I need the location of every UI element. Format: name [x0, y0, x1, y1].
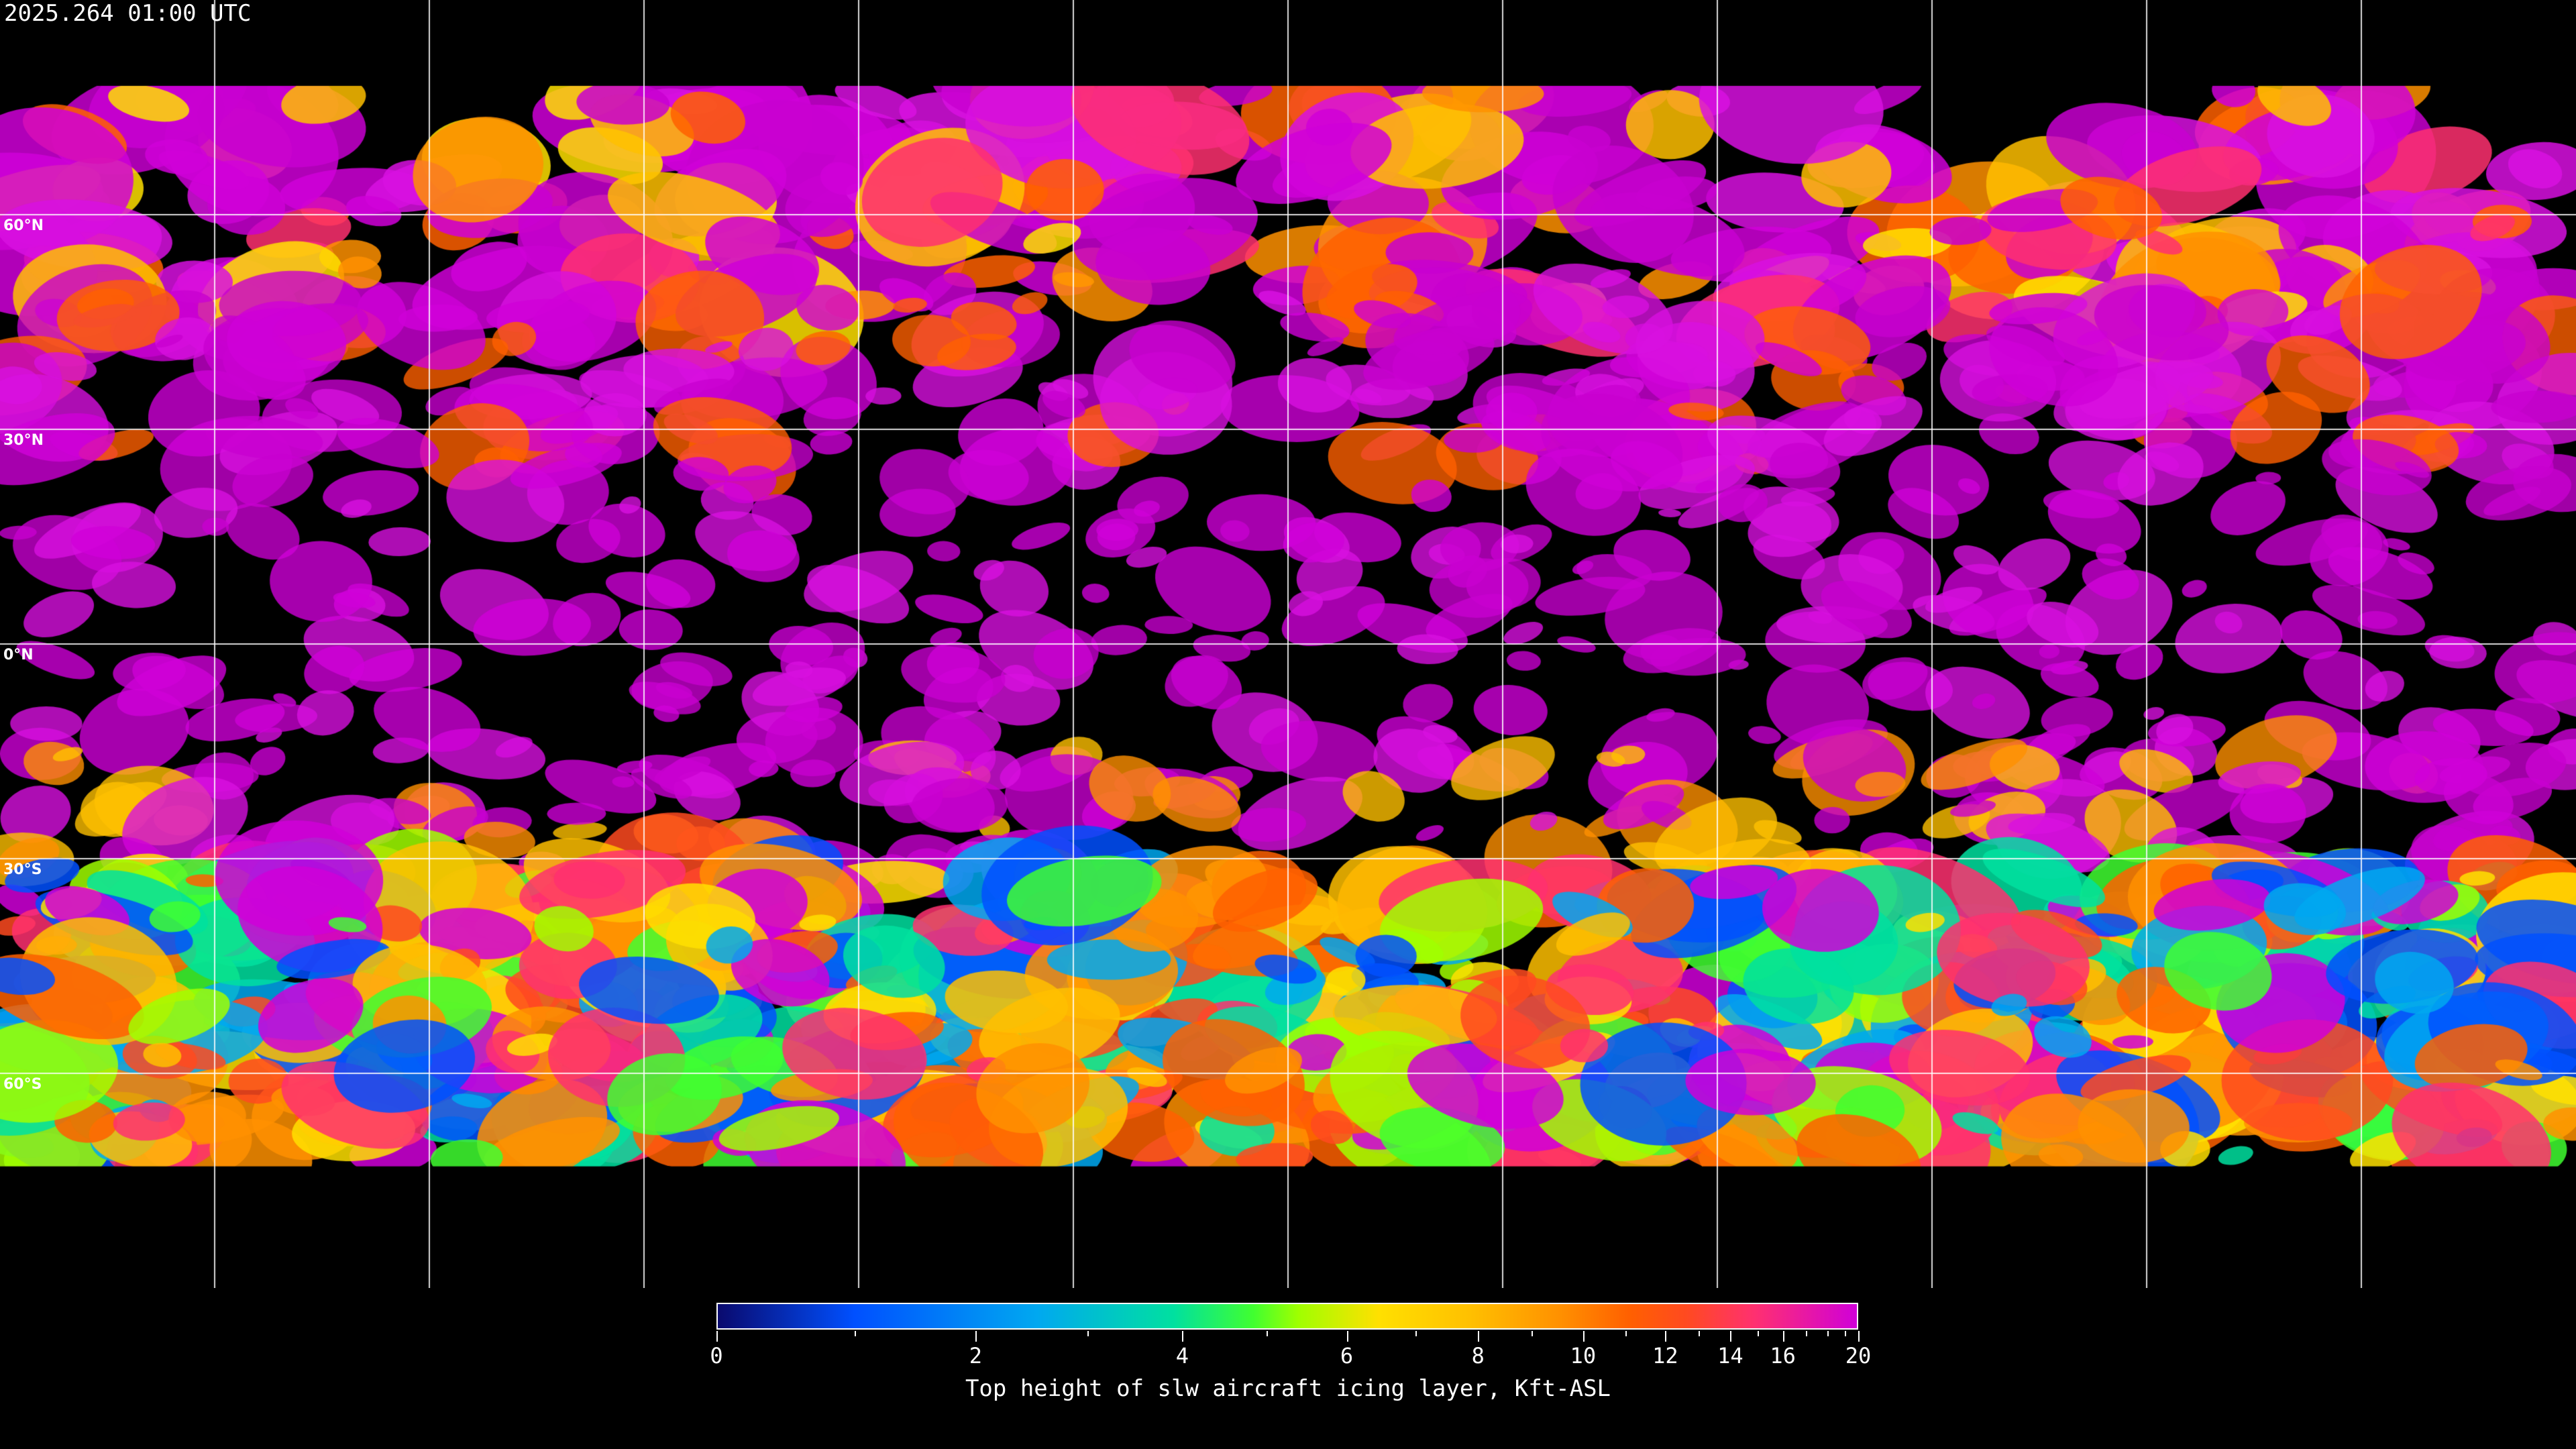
colorbar-minor-tick: [1698, 1331, 1700, 1336]
tick-label-4: 4: [1175, 1343, 1189, 1368]
tick-label-16: 16: [1770, 1343, 1796, 1368]
colorbar-major-tick: [1730, 1331, 1732, 1342]
colorbar-major-tick: [1665, 1331, 1667, 1342]
colorbar: [716, 1303, 1858, 1330]
colorbar-minor-tick: [1827, 1331, 1829, 1336]
colorbar-major-tick: [1582, 1331, 1585, 1342]
colorbar-minor-tick: [1267, 1331, 1269, 1336]
icing-height-map: [0, 0, 2576, 1288]
colorbar-minor-tick: [1844, 1331, 1846, 1336]
lat-label-60s: 60°S: [3, 1076, 42, 1093]
tick-label-10: 10: [1570, 1343, 1597, 1368]
colorbar-minor-tick: [854, 1331, 856, 1336]
colorbar-ticks: 0 2 4 6 8 10 12 14 16 20: [710, 1331, 1871, 1371]
colorbar-minor-tick: [1625, 1331, 1627, 1336]
colorbar-major-tick: [1478, 1331, 1480, 1342]
colorbar-minor-tick: [1532, 1331, 1534, 1336]
colorbar-major-tick: [716, 1331, 718, 1342]
colorbar-major-tick: [975, 1331, 977, 1342]
colorbar-major-tick: [1182, 1331, 1184, 1342]
tick-label-12: 12: [1652, 1343, 1678, 1368]
lat-label-60n: 60°N: [3, 217, 44, 234]
colorbar-minor-tick: [1415, 1331, 1417, 1336]
tick-label-0: 0: [710, 1343, 723, 1368]
tick-label-20: 20: [1845, 1343, 1872, 1368]
colorbar-minor-tick: [1805, 1331, 1807, 1336]
lat-label-0: 0°N: [3, 647, 34, 663]
colorbar-major-tick: [1858, 1331, 1860, 1342]
colorbar-minor-tick: [1087, 1331, 1089, 1336]
colorbar-major-tick: [1782, 1331, 1784, 1342]
tick-label-8: 8: [1471, 1343, 1485, 1368]
lat-label-30n: 30°N: [3, 432, 44, 449]
tick-label-14: 14: [1717, 1343, 1743, 1368]
colorbar-minor-tick: [1758, 1331, 1760, 1336]
timestamp-title: 2025.264 01:00 UTC: [4, 0, 252, 27]
tick-label-2: 2: [969, 1343, 982, 1368]
lat-label-30s: 30°S: [3, 861, 42, 878]
tick-label-6: 6: [1340, 1343, 1354, 1368]
colorbar-major-tick: [1346, 1331, 1348, 1342]
colorbar-label: Top height of slw aircraft icing layer, …: [965, 1375, 1611, 1402]
